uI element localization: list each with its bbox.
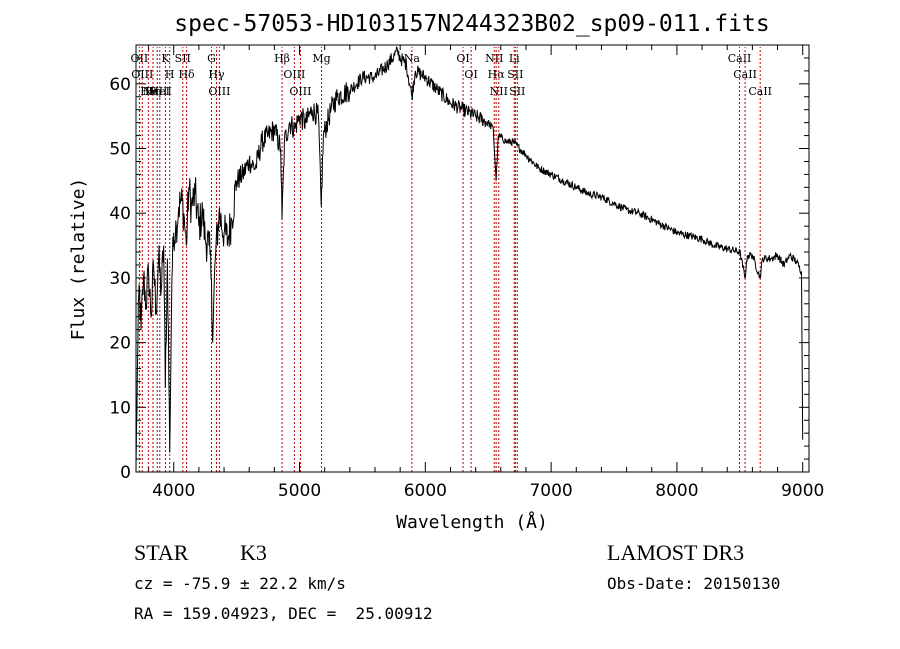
x-tick-label: 5000 (278, 481, 321, 501)
y-tick-label: 20 (109, 334, 131, 354)
spectral-line-label: H (165, 68, 175, 81)
x-tick-label: 4000 (152, 481, 195, 501)
y-tick-label: 0 (120, 463, 131, 483)
spectral-line-label: OIII (208, 85, 230, 98)
x-tick-label: 6000 (404, 481, 447, 501)
spectral-line-label: CaII (728, 52, 752, 65)
spectral-line-label: NeIII (143, 85, 172, 98)
spectral-line-label: Hδ (178, 68, 195, 81)
spectral-line-label: NII (490, 85, 508, 98)
spectral-line-label: NII (485, 52, 503, 65)
spectral-line-label: OIII (131, 68, 153, 81)
y-tick-label: 30 (109, 269, 131, 289)
spectral-line-label: OI (456, 52, 469, 65)
spectral-line-label: G (207, 52, 216, 65)
spectral-line-markers: OIIOIIIHθHηNeIIIHeIKHSIIHδGHγOIIIHβOIIIO… (131, 47, 772, 472)
coordinates: RA = 159.04923, DEC = 25.00912 (134, 604, 433, 623)
x-tick-label: 9000 (781, 481, 824, 501)
y-axis-label: Flux (relative) (68, 178, 89, 341)
spectral-line-label: K (161, 52, 170, 65)
y-tick-label: 10 (109, 398, 131, 418)
spectral-line-label: SII (509, 85, 525, 98)
spectral-line-label: SII (175, 52, 191, 65)
object-class: STAR (134, 540, 189, 565)
spectral-line-label: Mg (312, 52, 330, 65)
spectral-line-label: OIII (283, 68, 305, 81)
x-tick-label: 8000 (655, 481, 698, 501)
spectral-line-label: Hγ (208, 68, 225, 81)
spectral-line-label: Hα (488, 68, 506, 81)
redshift-cz: cz = -75.9 ± 22.2 km/s (134, 574, 346, 593)
chart-title: spec-57053-HD103157N244323B02_sp09-011.f… (174, 11, 769, 37)
spectral-line-label: Hβ (274, 52, 290, 65)
spectral-line-label: Li (509, 52, 520, 65)
spectral-line-label: OIII (289, 85, 311, 98)
spectral-line-label: CaII (733, 68, 757, 81)
y-tick-label: 40 (109, 204, 131, 224)
spectrum-line (135, 46, 804, 469)
spectral-line-label: SII (507, 68, 523, 81)
y-tick-label: 60 (109, 75, 131, 95)
observation-date: Obs-Date: 20150130 (607, 574, 781, 593)
x-axis-label: Wavelength (Å) (396, 511, 548, 533)
spectral-line-label: CaII (748, 85, 772, 98)
spectrum-series (135, 46, 804, 469)
axis-ticks: 4000 5000 6000 7000 8000 9000 0 10 20 30 40 50 60 (109, 45, 824, 501)
spectral-line-label: HeI (150, 85, 170, 98)
spectral-line-label: Na (404, 52, 421, 65)
spectral-subclass: K3 (240, 540, 267, 565)
spectral-line-label: OI (464, 68, 477, 81)
survey-name: LAMOST DR3 (607, 540, 745, 565)
spectral-line-label: OII (131, 52, 149, 65)
x-tick-label: 7000 (529, 481, 572, 501)
y-tick-label: 50 (109, 140, 131, 160)
plot-frame (135, 44, 810, 473)
